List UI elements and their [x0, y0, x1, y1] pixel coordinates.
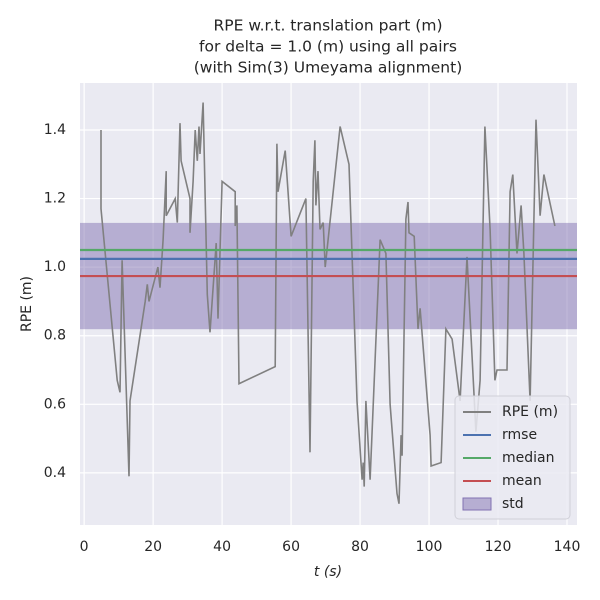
y-tick-label: 1.0 [44, 259, 66, 275]
y-tick-label: 1.2 [44, 191, 66, 207]
x-tick-label: 20 [144, 539, 162, 555]
legend-swatch [462, 497, 492, 511]
legend-label: std [502, 496, 524, 512]
chart-title: RPE w.r.t. translation part (m) [213, 17, 442, 35]
x-tick-label: 0 [80, 539, 89, 555]
legend-label: rmse [502, 427, 537, 443]
x-tick-label: 120 [485, 539, 512, 555]
legend-box [454, 395, 571, 520]
x-tick-label: 140 [554, 539, 581, 555]
y-tick-label: 0.6 [44, 396, 66, 412]
y-tick-label: 1.4 [44, 122, 66, 138]
y-tick-label: 0.8 [44, 328, 66, 344]
x-tick-label: 80 [351, 539, 369, 555]
chart-title: for delta = 1.0 (m) using all pairs [199, 38, 457, 56]
x-tick-label: 40 [213, 539, 231, 555]
x-tick-label: 60 [282, 539, 300, 555]
legend-label: mean [502, 473, 542, 489]
chart-title: (with Sim(3) Umeyama alignment) [194, 59, 463, 77]
y-tick-label: 0.4 [44, 465, 66, 481]
legend-label: median [502, 450, 554, 466]
x-axis-label: t (s) [314, 564, 342, 580]
x-tick-label: 100 [416, 539, 443, 555]
legend-label: RPE (m) [502, 404, 558, 420]
y-axis-label: RPE (m) [19, 276, 35, 332]
